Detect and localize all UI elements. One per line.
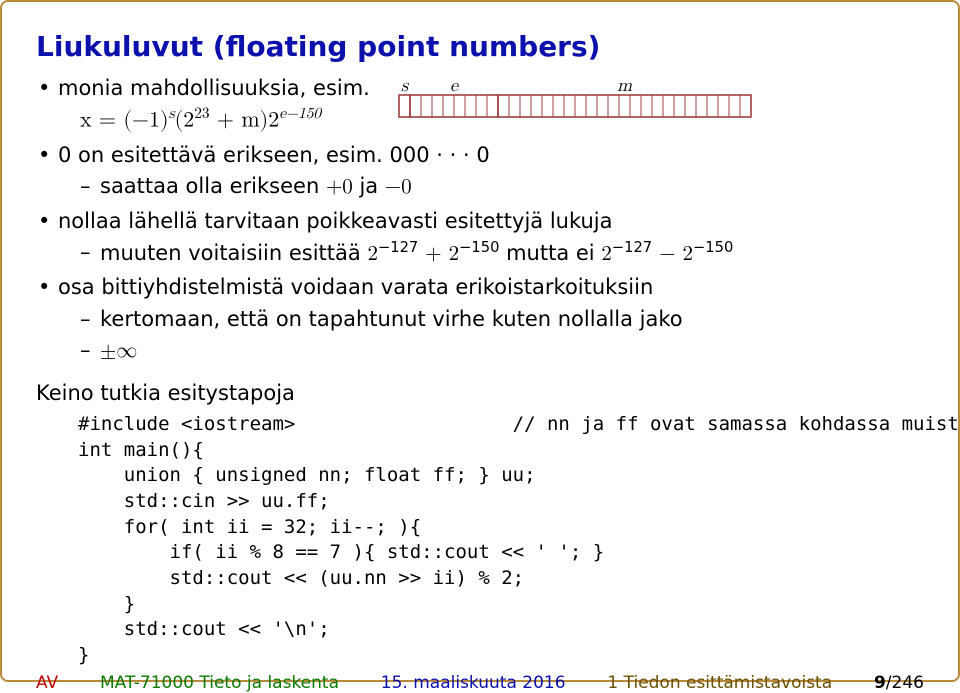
t4: 2 — [682, 244, 693, 265]
plus0: +0 — [326, 177, 353, 198]
keino-heading: Keino tutkia esitystapoja — [36, 378, 924, 408]
pm-inf: ±∞ — [100, 341, 137, 362]
bullet-1: monia mahdollisuuksia, esim. x = (−1)s(2… — [36, 73, 924, 138]
code-l3: union { unsigned nn; float ff; } uu; — [78, 464, 536, 486]
code-l9: std::cout << '\n'; — [78, 618, 330, 640]
footer-av: AV — [36, 673, 58, 693]
bullet-3-dash-1: muuten voitaisiin esittää 2−127 + 2−150 … — [58, 237, 924, 270]
page-current: 9 — [874, 673, 886, 693]
fx-c: + m)2 — [210, 110, 280, 132]
slide-page: Liukuluvut (floating point numbers) moni… — [0, 0, 960, 682]
svg-text:m: m — [617, 77, 632, 95]
code-l1: #include <iostream> // nn ja ff ovat sam… — [78, 413, 960, 435]
footer-course: MAT-71000 Tieto ja laskenta — [100, 673, 339, 693]
bit-layout-diagram: sem — [398, 77, 754, 121]
e3: −127 — [612, 239, 652, 256]
b2d1b: ja — [353, 174, 385, 198]
minus0: −0 — [385, 177, 412, 198]
bullet-3-text: nollaa lähellä tarvitaan poikkeavasti es… — [58, 209, 613, 233]
fx-23: 23 — [194, 106, 209, 121]
bullet-2-dash-1: saattaa olla erikseen +0 ja −0 — [58, 171, 924, 203]
slide-footer: AV MAT-71000 Tieto ja laskenta 15. maali… — [36, 669, 924, 693]
b3mid: mutta ei — [499, 241, 601, 265]
code-l7: std::cout << (uu.nn >> ii) % 2; — [78, 567, 524, 589]
code-l8: } — [78, 593, 135, 615]
footer-page: 9/246 — [874, 673, 924, 693]
bullet-4-dash-1: kertomaan, että on tapahtunut virhe kute… — [58, 304, 924, 334]
fx-a: x = (−1) — [80, 110, 169, 132]
e4: −150 — [693, 239, 733, 256]
code-l10: } — [78, 644, 89, 666]
e2: −150 — [459, 239, 499, 256]
code-l4: std::cin >> uu.ff; — [78, 490, 330, 512]
footer-section: 1 Tiedon esittämistavoista — [607, 673, 832, 693]
formula-x: x = (−1)s(223 + m)2e−150 — [58, 103, 370, 137]
footer-date: 15. maaliskuuta 2016 — [381, 673, 566, 693]
top-bullets: monia mahdollisuuksia, esim. x = (−1)s(2… — [36, 73, 924, 368]
fx-b: (2 — [175, 110, 195, 132]
bullet-4-dash-2: ±∞ — [58, 335, 924, 367]
code-block: #include <iostream> // nn ja ff ovat sam… — [78, 412, 924, 668]
bullet-2-text: 0 on esitettävä erikseen, esim. 000 · · … — [58, 143, 490, 167]
svg-text:s: s — [401, 77, 410, 95]
slide-title: Liukuluvut (floating point numbers) — [36, 30, 924, 63]
bullet-2: 0 on esitettävä erikseen, esim. 000 · · … — [36, 140, 924, 204]
t1: 2 — [367, 244, 378, 265]
mn: − — [652, 244, 682, 265]
bullet-4: osa bittiyhdistelmistä voidaan varata er… — [36, 272, 924, 367]
bullet-4-text: osa bittiyhdistelmistä voidaan varata er… — [58, 275, 653, 299]
b2d1a: saattaa olla erikseen — [100, 174, 326, 198]
bullet-1-text: monia mahdollisuuksia, esim. — [58, 73, 370, 103]
pl: + — [418, 244, 448, 265]
svg-text:e: e — [450, 77, 460, 95]
e1: −127 — [378, 239, 418, 256]
t3: 2 — [601, 244, 612, 265]
code-l2: int main(){ — [78, 439, 204, 461]
page-total: /246 — [886, 673, 924, 693]
bullet-3: nollaa lähellä tarvitaan poikkeavasti es… — [36, 206, 924, 271]
fx-e: e−150 — [279, 106, 321, 121]
slide-body: monia mahdollisuuksia, esim. x = (−1)s(2… — [36, 71, 924, 669]
b3d1a: muuten voitaisiin esittää — [100, 241, 367, 265]
code-l6: if( ii % 8 == 7 ){ std::cout << ' '; } — [78, 541, 604, 563]
t2: 2 — [449, 244, 460, 265]
code-l5: for( int ii = 32; ii--; ){ — [78, 516, 421, 538]
